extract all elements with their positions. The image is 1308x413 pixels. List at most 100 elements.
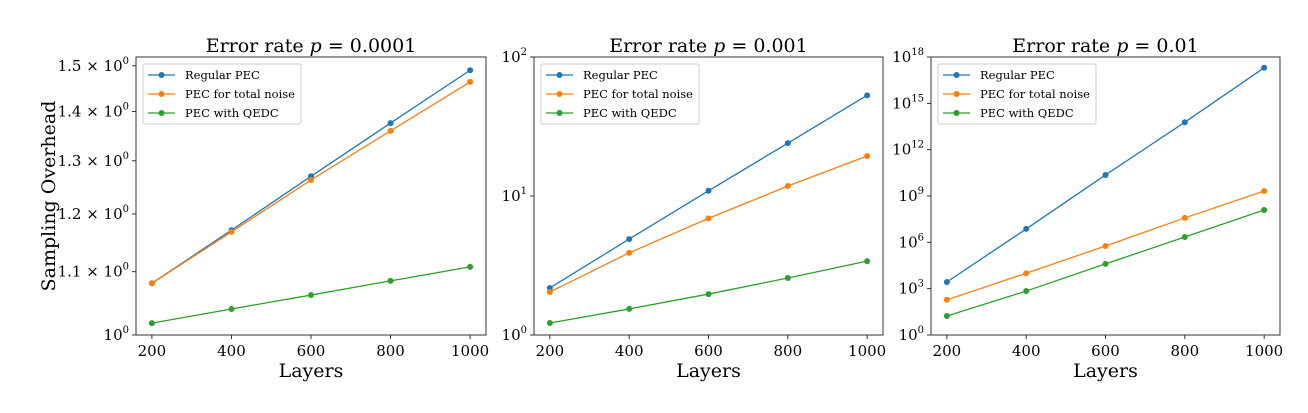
legend-marker-icon xyxy=(556,110,563,116)
legend-box xyxy=(540,63,700,125)
x-tick-label: 200 xyxy=(933,342,962,360)
y-tick-base: 10 xyxy=(104,326,123,344)
x-tick-label: 800 xyxy=(773,342,802,360)
legend-box xyxy=(142,63,302,125)
y-tick-label: 100 xyxy=(899,325,924,344)
y-tick-label: 103 xyxy=(899,279,924,298)
y-tick-exponent: 9 xyxy=(918,186,924,197)
x-tick-label: 600 xyxy=(297,342,326,360)
legend-marker-icon xyxy=(556,91,563,97)
data-point xyxy=(705,187,712,194)
y-tick-base: 1.5 × 10 xyxy=(58,57,123,75)
legend-label: Regular PEC xyxy=(583,68,658,82)
y-tick-base: 10 xyxy=(502,326,521,344)
data-point xyxy=(1181,119,1188,126)
data-point xyxy=(864,258,871,265)
legend-label: Regular PEC xyxy=(980,68,1055,82)
data-point xyxy=(228,305,235,312)
legend-label: PEC with QEDC xyxy=(185,106,279,120)
y-tick-base: 10 xyxy=(502,187,521,205)
y-tick-label: 1015 xyxy=(892,93,924,112)
y-tick-exponent: 1 xyxy=(521,186,527,197)
y-tick-label: 1.2 × 100 xyxy=(58,204,129,223)
x-tick-label: 200 xyxy=(536,342,565,360)
y-tick-base: 1.3 × 10 xyxy=(58,152,123,170)
legend-box xyxy=(937,63,1097,125)
data-point xyxy=(1102,171,1109,178)
data-point xyxy=(626,305,633,312)
y-tick-base: 1.2 × 10 xyxy=(58,205,123,223)
y-tick-base: 10 xyxy=(899,187,918,205)
x-tick-label: 400 xyxy=(217,342,246,360)
data-point xyxy=(1023,288,1030,295)
title-variable: p xyxy=(713,35,725,57)
x-tick-label: 800 xyxy=(376,342,405,360)
y-tick-label: 1.5 × 100 xyxy=(58,56,129,75)
data-point xyxy=(546,288,553,295)
title-suffix: = 0.001 xyxy=(725,35,807,57)
x-tick-label: 200 xyxy=(138,342,167,360)
data-point xyxy=(387,127,394,134)
x-tick-label: 400 xyxy=(1012,342,1041,360)
y-tick-base: 10 xyxy=(892,94,911,112)
y-tick-exponent: 0 xyxy=(123,204,129,215)
data-point xyxy=(705,291,712,298)
legend-label: PEC with QEDC xyxy=(583,106,677,120)
title-prefix: Error rate xyxy=(1012,35,1116,57)
title-prefix: Error rate xyxy=(609,35,713,57)
data-point xyxy=(626,236,633,243)
y-tick-base: 10 xyxy=(899,280,918,298)
title-prefix: Error rate xyxy=(206,35,310,57)
chart-title: Error rate p = 0.01 xyxy=(1012,35,1198,57)
title-variable: p xyxy=(310,35,322,57)
data-point xyxy=(1261,64,1268,71)
data-point xyxy=(943,296,950,303)
y-tick-label: 106 xyxy=(899,232,924,251)
y-tick-exponent: 0 xyxy=(123,151,129,162)
legend-label: PEC for total noise xyxy=(185,87,295,101)
data-point xyxy=(148,280,155,287)
y-tick-label: 1.1 × 100 xyxy=(58,262,129,281)
y-tick-base: 10 xyxy=(899,326,918,344)
y-tick-exponent: 6 xyxy=(918,232,924,243)
y-tick-label: 100 xyxy=(104,325,129,344)
title-suffix: = 0.01 xyxy=(1128,35,1198,57)
data-point xyxy=(387,120,394,127)
legend-label: PEC for total noise xyxy=(583,87,693,101)
legend-label: Regular PEC xyxy=(185,68,260,82)
y-tick-label: 109 xyxy=(899,186,924,205)
y-tick-label: 1.4 × 100 xyxy=(58,102,129,121)
y-tick-label: 101 xyxy=(502,186,527,205)
legend-marker-icon xyxy=(953,91,960,97)
data-point xyxy=(784,183,791,190)
x-tick-label: 1000 xyxy=(451,342,489,360)
axes-frame xyxy=(930,56,1281,336)
data-point xyxy=(467,67,474,74)
data-point xyxy=(626,249,633,256)
data-point xyxy=(308,176,314,183)
y-tick-exponent: 0 xyxy=(918,325,924,336)
y-tick-exponent: 2 xyxy=(521,47,527,58)
y-tick-base: 10 xyxy=(892,141,911,159)
x-tick-label: 1000 xyxy=(1245,342,1283,360)
y-tick-label: 1012 xyxy=(892,140,924,159)
data-point xyxy=(943,312,950,319)
data-point xyxy=(943,279,950,286)
legend-marker-icon xyxy=(158,110,165,116)
x-tick-label: 400 xyxy=(615,342,644,360)
y-tick-label: 1.3 × 100 xyxy=(58,151,129,170)
y-tick-label: 1018 xyxy=(892,47,924,66)
y-tick-exponent: 0 xyxy=(123,102,129,113)
title-variable: p xyxy=(1116,35,1128,57)
y-tick-base: 10 xyxy=(502,48,521,66)
legend-marker-icon xyxy=(158,72,165,78)
y-tick-base: 1.1 × 10 xyxy=(58,263,123,281)
data-point xyxy=(1102,260,1109,267)
y-tick-exponent: 12 xyxy=(911,140,924,151)
legend-marker-icon xyxy=(556,72,563,78)
data-point xyxy=(1261,206,1268,213)
x-tick-label: 600 xyxy=(1091,342,1120,360)
axes-frame xyxy=(135,56,487,336)
